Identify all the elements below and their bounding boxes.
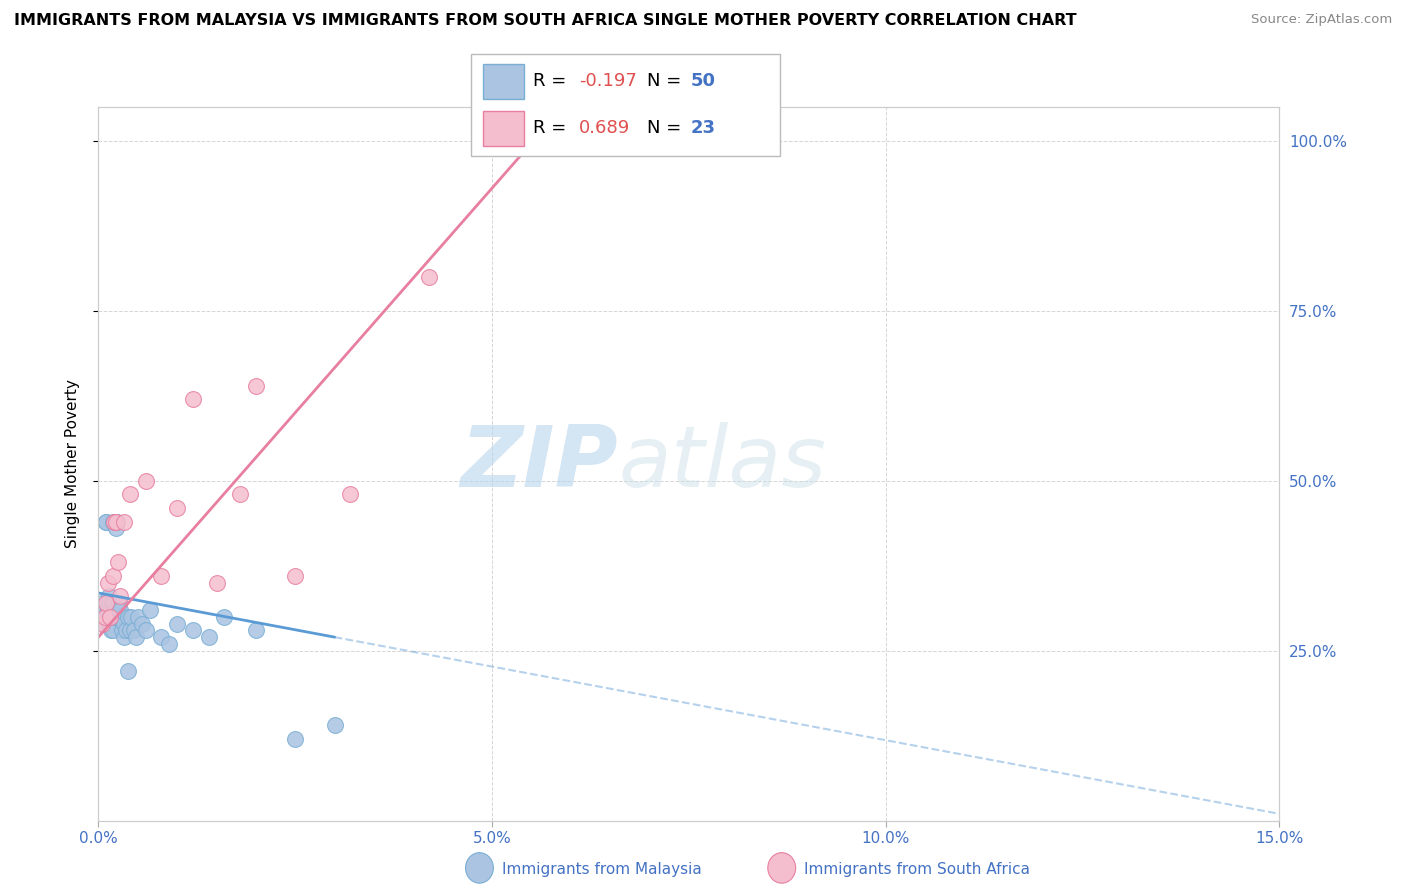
Point [107,555,129,569]
Point [112,616,135,631]
Point [127,609,149,624]
FancyBboxPatch shape [471,54,780,156]
Point [111,624,134,638]
Point [245,378,267,392]
Point [96,515,118,529]
Y-axis label: Single Mother Poverty: Single Mother Poverty [65,379,80,549]
Point [157,637,180,651]
Point [105,515,128,529]
Point [131,616,153,631]
Text: Immigrants from Malaysia: Immigrants from Malaysia [502,863,702,877]
Point [166,501,188,516]
Text: 0.689: 0.689 [579,120,630,137]
Point [93,609,115,624]
Point [117,664,139,678]
Point [115,624,138,638]
Point [112,630,135,644]
Text: R =: R = [533,120,572,137]
Point [104,521,127,535]
Point [110,590,132,604]
Point [118,624,141,638]
Point [284,732,307,747]
Text: Source: ZipAtlas.com: Source: ZipAtlas.com [1251,13,1392,27]
Point [101,596,124,610]
Point [529,134,551,148]
Point [91,616,114,631]
Point [103,515,125,529]
Point [205,575,228,590]
Point [96,596,118,610]
Point [101,624,124,638]
Point [91,616,114,631]
Point [101,569,124,583]
Point [97,609,120,624]
Text: 50: 50 [690,72,716,90]
Point [90,596,112,610]
Point [104,515,127,529]
Point [339,487,361,501]
Point [98,609,121,624]
Point [135,474,157,488]
Text: Immigrants from South Africa: Immigrants from South Africa [804,863,1031,877]
Point [98,590,121,604]
Text: N =: N = [647,120,688,137]
Point [108,596,131,610]
Point [105,609,128,624]
Point [98,609,121,624]
Point [214,609,236,624]
Point [323,718,346,732]
Text: IMMIGRANTS FROM MALAYSIA VS IMMIGRANTS FROM SOUTH AFRICA SINGLE MOTHER POVERTY C: IMMIGRANTS FROM MALAYSIA VS IMMIGRANTS F… [14,13,1077,29]
Text: -0.197: -0.197 [579,72,637,90]
Point [107,603,129,617]
Point [122,624,145,638]
Point [150,630,173,644]
Point [103,596,125,610]
Point [125,630,148,644]
Point [100,624,122,638]
Point [135,624,157,638]
Point [93,603,115,617]
Point [101,603,124,617]
Point [229,487,252,501]
Point [96,515,118,529]
Point [117,609,139,624]
Point [181,624,204,638]
Point [197,630,219,644]
Point [110,603,132,617]
Circle shape [465,853,494,883]
Text: N =: N = [647,72,688,90]
Point [101,616,124,631]
Point [97,596,120,610]
Point [181,392,204,407]
Point [150,569,173,583]
Point [112,515,135,529]
Text: ZIP: ZIP [460,422,619,506]
Point [418,269,440,284]
Circle shape [768,853,796,883]
Text: 23: 23 [690,120,716,137]
Point [103,515,125,529]
Point [245,624,267,638]
Point [166,616,188,631]
Point [284,569,307,583]
Point [104,603,127,617]
Point [103,609,125,624]
Point [108,609,131,624]
Point [118,487,141,501]
Text: atlas: atlas [619,422,827,506]
Point [138,603,160,617]
Point [98,616,121,631]
Point [121,609,143,624]
FancyBboxPatch shape [484,64,523,99]
Point [97,603,120,617]
Text: R =: R = [533,72,572,90]
FancyBboxPatch shape [484,111,523,145]
Point [97,575,120,590]
